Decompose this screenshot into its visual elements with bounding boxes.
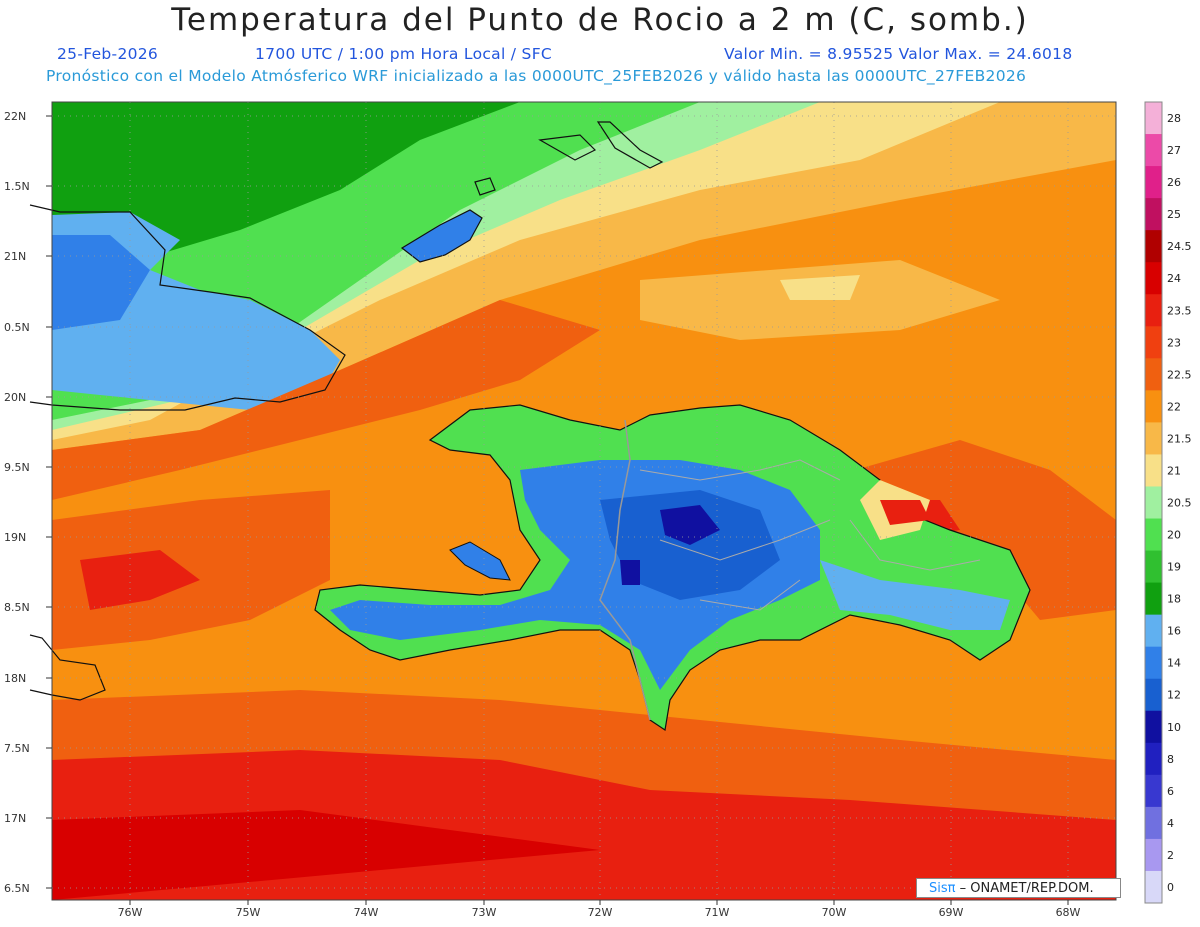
colorbar-swatch bbox=[1145, 166, 1162, 199]
brand-name: Sisπ bbox=[929, 881, 956, 896]
colorbar-swatch bbox=[1145, 710, 1162, 744]
colorbar-label: 21 bbox=[1167, 464, 1181, 477]
latitude-axis: 22N 1.5N 21N 0.5N 20N 9.5N 19N 8.5N 18N … bbox=[4, 110, 30, 895]
lat-label: 18N bbox=[4, 672, 26, 685]
colorbar-swatch bbox=[1145, 486, 1162, 520]
colorbar-label: 22.5 bbox=[1167, 368, 1192, 381]
colorbar-label: 26 bbox=[1167, 176, 1181, 189]
longitude-axis: 76W 75W 74W 73W 72W 71W 70W 69W 68W bbox=[118, 906, 1081, 919]
value-range: Valor Min. = 8.95525 Valor Max. = 24.601… bbox=[724, 45, 1073, 63]
colorbar-swatch bbox=[1145, 550, 1162, 584]
lon-label: 74W bbox=[354, 906, 379, 919]
lat-label: 9.5N bbox=[4, 461, 30, 474]
colorbar-swatch bbox=[1145, 838, 1162, 872]
colorbar-swatch bbox=[1145, 134, 1162, 167]
colorbar-label: 24 bbox=[1167, 272, 1181, 285]
model-description: Pronóstico con el Modelo Atmósferico WRF… bbox=[46, 67, 1027, 85]
colorbar-label: 19 bbox=[1167, 561, 1181, 574]
lon-label: 70W bbox=[822, 906, 847, 919]
organization: – ONAMET/REP.DOM. bbox=[959, 881, 1094, 896]
colorbar-swatch bbox=[1145, 806, 1162, 840]
colorbar-label: 18 bbox=[1167, 593, 1181, 606]
colorbar-label: 27 bbox=[1167, 144, 1181, 157]
colorbar-swatch bbox=[1145, 582, 1162, 616]
colorbar-label: 10 bbox=[1167, 721, 1181, 734]
colorbar-swatch bbox=[1145, 422, 1162, 455]
map-frame bbox=[51, 101, 1117, 901]
valid-date: 25-Feb-2026 bbox=[57, 45, 159, 63]
colorbar-swatch bbox=[1145, 614, 1162, 648]
lat-label: 6.5N bbox=[4, 882, 30, 895]
lon-label: 68W bbox=[1056, 906, 1081, 919]
colorbar-swatch bbox=[1145, 518, 1162, 552]
colorbar-swatch bbox=[1145, 102, 1162, 135]
colorbar-frame bbox=[1144, 101, 1163, 904]
lat-label: 7.5N bbox=[4, 742, 30, 755]
colorbar-swatch bbox=[1145, 326, 1162, 359]
colorbar-label: 16 bbox=[1167, 625, 1181, 638]
colorbar-label: 14 bbox=[1167, 657, 1181, 670]
lat-label: 21N bbox=[4, 250, 26, 263]
lat-label: 0.5N bbox=[4, 321, 30, 334]
colorbar-swatch bbox=[1145, 230, 1162, 263]
lat-label: 22N bbox=[4, 110, 26, 123]
lon-label: 73W bbox=[472, 906, 497, 919]
lat-label: 8.5N bbox=[4, 601, 30, 614]
lat-label: 20N bbox=[4, 391, 26, 404]
lon-label: 76W bbox=[118, 906, 143, 919]
colorbar-swatch bbox=[1145, 390, 1162, 423]
map-title: Temperatura del Punto de Rocio a 2 m (C,… bbox=[171, 2, 1029, 38]
colorbar-label: 20 bbox=[1167, 529, 1181, 542]
colorbar-swatch bbox=[1145, 454, 1162, 487]
colorbar-label: 20.5 bbox=[1167, 497, 1192, 510]
valid-time: 1700 UTC / 1:00 pm Hora Local / SFC bbox=[255, 45, 553, 63]
map-grid bbox=[52, 102, 1116, 900]
lon-label: 71W bbox=[705, 906, 730, 919]
colorbar-label: 0 bbox=[1167, 881, 1174, 894]
colorbar-swatch bbox=[1145, 646, 1162, 680]
colorbar-swatch bbox=[1145, 358, 1162, 391]
colorbar-label: 2 bbox=[1167, 849, 1174, 862]
colorbar-swatch bbox=[1145, 262, 1162, 295]
colorbar-label: 8 bbox=[1167, 753, 1174, 766]
colorbar-label: 24.5 bbox=[1167, 240, 1192, 253]
colorbar-label: 22 bbox=[1167, 400, 1181, 413]
lon-label: 69W bbox=[939, 906, 964, 919]
colorbar-swatch bbox=[1145, 870, 1162, 904]
colorbar-label: 28 bbox=[1167, 112, 1181, 125]
credit-badge: Sisπ – ONAMET/REP.DOM. bbox=[916, 878, 1121, 898]
lon-label: 75W bbox=[236, 906, 261, 919]
colorbar-swatch bbox=[1145, 742, 1162, 776]
colorbar-label: 25 bbox=[1167, 208, 1181, 221]
lat-label: 1.5N bbox=[4, 180, 30, 193]
colorbar-label: 23 bbox=[1167, 336, 1181, 349]
colorbar-swatch bbox=[1145, 774, 1162, 808]
hispaniola-island bbox=[314, 404, 1031, 732]
colorbar-label: 21.5 bbox=[1167, 432, 1192, 445]
lat-label: 17N bbox=[4, 812, 26, 825]
lon-label: 72W bbox=[588, 906, 613, 919]
lat-label: 19N bbox=[4, 531, 26, 544]
colorbar-label: 4 bbox=[1167, 817, 1174, 830]
colorbar-label: 23.5 bbox=[1167, 304, 1192, 317]
colorbar-swatch bbox=[1145, 198, 1162, 231]
colorbar-swatch bbox=[1145, 294, 1162, 327]
colorbar-label: 6 bbox=[1167, 785, 1174, 798]
colorbar-swatch bbox=[1145, 678, 1162, 712]
colorbar-label: 12 bbox=[1167, 689, 1181, 702]
colorbar: 2827262524.52423.52322.52221.52120.52019… bbox=[1144, 101, 1192, 904]
